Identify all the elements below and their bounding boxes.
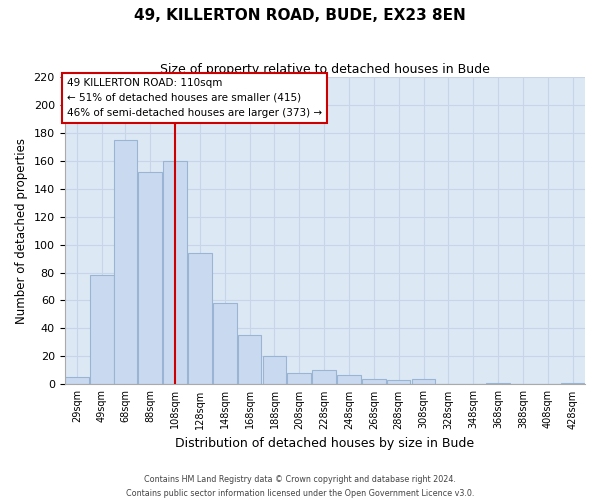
Bar [113, 140, 137, 384]
Bar [263, 356, 286, 384]
Bar [163, 160, 187, 384]
Bar [561, 383, 584, 384]
Text: Contains HM Land Registry data © Crown copyright and database right 2024.
Contai: Contains HM Land Registry data © Crown c… [126, 476, 474, 498]
Bar [213, 304, 236, 384]
Text: 49, KILLERTON ROAD, BUDE, EX23 8EN: 49, KILLERTON ROAD, BUDE, EX23 8EN [134, 8, 466, 22]
Bar [486, 383, 510, 384]
Bar [362, 379, 386, 384]
X-axis label: Distribution of detached houses by size in Bude: Distribution of detached houses by size … [175, 437, 475, 450]
Bar [313, 370, 336, 384]
Bar [90, 276, 113, 384]
Title: Size of property relative to detached houses in Bude: Size of property relative to detached ho… [160, 62, 490, 76]
Bar [139, 172, 162, 384]
Bar [337, 374, 361, 384]
Text: 49 KILLERTON ROAD: 110sqm
← 51% of detached houses are smaller (415)
46% of semi: 49 KILLERTON ROAD: 110sqm ← 51% of detac… [67, 78, 322, 118]
Bar [412, 379, 436, 384]
Bar [188, 253, 212, 384]
Bar [65, 378, 89, 384]
Bar [287, 373, 311, 384]
Bar [387, 380, 410, 384]
Bar [238, 336, 262, 384]
Y-axis label: Number of detached properties: Number of detached properties [15, 138, 28, 324]
